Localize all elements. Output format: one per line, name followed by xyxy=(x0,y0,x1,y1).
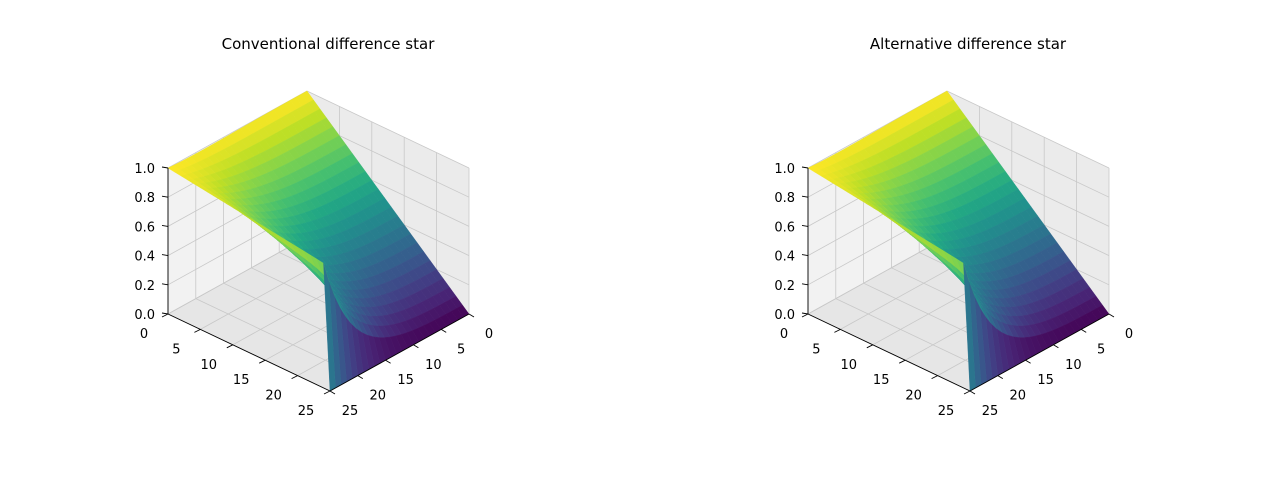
y-tick xyxy=(969,390,976,395)
z-tick xyxy=(161,166,169,169)
y-axis-line xyxy=(329,313,470,392)
y-tick-label: 0 xyxy=(485,327,493,342)
x-tick-label: 20 xyxy=(265,389,282,404)
x-tick xyxy=(834,328,841,333)
gridline xyxy=(306,90,470,169)
z-tick-label: 0.6 xyxy=(774,220,795,235)
x-tick xyxy=(323,390,331,395)
surface-plot-conventional: 0 5 10 15 20 25 0 5 10 15 20 25 0.0 0.2 0.4 0.6 0.8 1.0 Co… xyxy=(134,35,493,419)
y-tick-label: 0 xyxy=(1125,327,1133,342)
y-tick xyxy=(468,313,475,318)
x-tick-label: 25 xyxy=(298,404,315,419)
y-tick-label: 25 xyxy=(342,404,359,419)
z-tick-label: 0.6 xyxy=(134,220,155,235)
z-tick xyxy=(161,254,169,257)
z-tick xyxy=(801,254,809,257)
z-tick xyxy=(161,195,169,198)
z-tick xyxy=(801,312,809,315)
y-tick-label: 20 xyxy=(370,389,387,404)
x-tick-label: 20 xyxy=(905,389,922,404)
y-tick xyxy=(385,359,391,364)
x-axis-line xyxy=(167,313,331,392)
y-tick xyxy=(1053,344,1059,349)
y-tick xyxy=(413,344,419,349)
y-tick xyxy=(1080,329,1087,333)
z-tick xyxy=(161,224,169,227)
z-tick xyxy=(801,283,809,286)
chart-title: Alternative difference star xyxy=(870,35,1067,53)
gridline xyxy=(807,236,948,315)
x-tick xyxy=(801,313,809,318)
y-tick xyxy=(329,390,336,395)
x-tick-label: 0 xyxy=(140,327,148,342)
z-tick xyxy=(801,166,809,169)
x-tick-label: 15 xyxy=(233,373,250,388)
x-tick xyxy=(258,359,266,364)
z-tick-label: 0.4 xyxy=(134,250,155,265)
y-tick xyxy=(1025,359,1031,364)
y-tick-label: 15 xyxy=(1037,373,1054,388)
z-tick-label: 0.2 xyxy=(774,279,795,294)
x-tick xyxy=(291,375,298,380)
x-tick-label: 25 xyxy=(938,404,955,419)
gridline xyxy=(167,236,308,315)
x-tick-label: 5 xyxy=(172,342,180,357)
x-tick xyxy=(898,359,906,364)
y-tick xyxy=(440,329,447,333)
x-tick xyxy=(866,344,874,349)
z-tick-label: 0.0 xyxy=(134,308,155,323)
z-tick-label: 0.2 xyxy=(134,279,155,294)
surface-plot-alternative: 0 5 10 15 20 25 0 5 10 15 20 25 0.0 0.2 0.4 0.6 0.8 1.0 Al… xyxy=(774,35,1133,419)
y-tick xyxy=(1108,313,1115,318)
z-tick-label: 0.8 xyxy=(134,191,155,206)
x-tick-label: 5 xyxy=(812,342,820,357)
y-tick xyxy=(997,375,1004,379)
x-tick-label: 10 xyxy=(201,358,218,373)
x-tick xyxy=(226,344,234,349)
x-tick xyxy=(161,313,169,318)
z-tick xyxy=(801,195,809,198)
y-tick-label: 20 xyxy=(1010,389,1027,404)
x-tick-label: 15 xyxy=(873,373,890,388)
z-tick-label: 0.8 xyxy=(774,191,795,206)
x-axis-line xyxy=(807,313,971,392)
y-tick-label: 10 xyxy=(1065,358,1082,373)
x-tick-label: 10 xyxy=(841,358,858,373)
z-tick-label: 0.4 xyxy=(774,250,795,265)
x-tick-label: 0 xyxy=(780,327,788,342)
y-tick-label: 15 xyxy=(397,373,414,388)
z-tick xyxy=(161,283,169,286)
x-tick xyxy=(194,328,201,333)
y-tick-label: 5 xyxy=(457,342,465,357)
y-tick xyxy=(357,375,364,379)
x-tick xyxy=(963,390,971,395)
z-tick-label: 0.0 xyxy=(774,308,795,323)
x-tick xyxy=(931,375,938,380)
z-tick-label: 1.0 xyxy=(774,162,795,177)
y-axis-line xyxy=(969,313,1110,392)
gridline xyxy=(946,90,1110,169)
y-tick-label: 5 xyxy=(1097,342,1105,357)
z-tick-label: 1.0 xyxy=(134,162,155,177)
z-tick xyxy=(801,224,809,227)
z-tick xyxy=(161,312,169,315)
y-tick-label: 25 xyxy=(982,404,999,419)
y-tick-label: 10 xyxy=(425,358,442,373)
chart-title: Conventional difference star xyxy=(222,35,436,53)
